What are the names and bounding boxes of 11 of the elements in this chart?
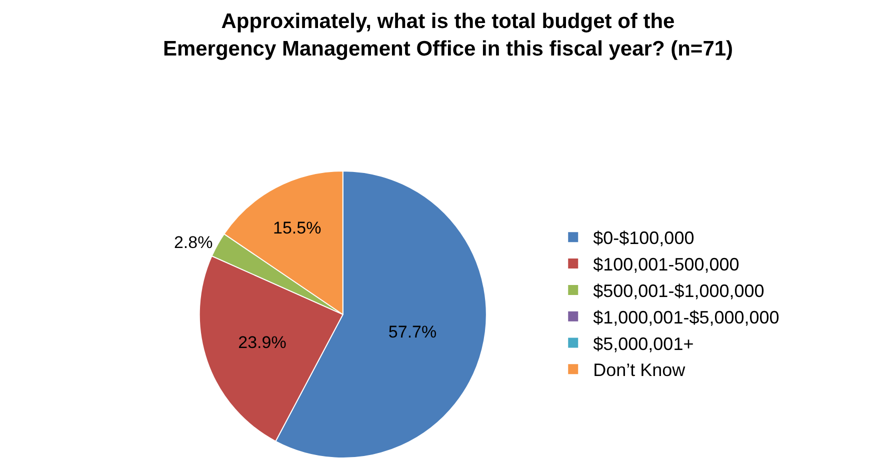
data-label: 57.7% bbox=[388, 322, 437, 342]
data-label: 23.9% bbox=[238, 332, 286, 352]
legend-label: $100,001-500,000 bbox=[593, 254, 740, 275]
legend-label: $500,001-$1,000,000 bbox=[593, 280, 764, 301]
legend-label: Don’t Know bbox=[593, 360, 686, 380]
data-label: 2.8% bbox=[174, 232, 213, 252]
legend-label: $1,000,001-$5,000,000 bbox=[593, 307, 780, 328]
chart-title: Approximately, what is the total budget of the Emergency Management Office in this fiscal year? (n=71) bbox=[162, 10, 734, 60]
legend-label: $5,000,001+ bbox=[593, 334, 694, 354]
data-label: 15.5% bbox=[273, 218, 322, 238]
legend-label: $0-$100,000 bbox=[593, 228, 694, 248]
